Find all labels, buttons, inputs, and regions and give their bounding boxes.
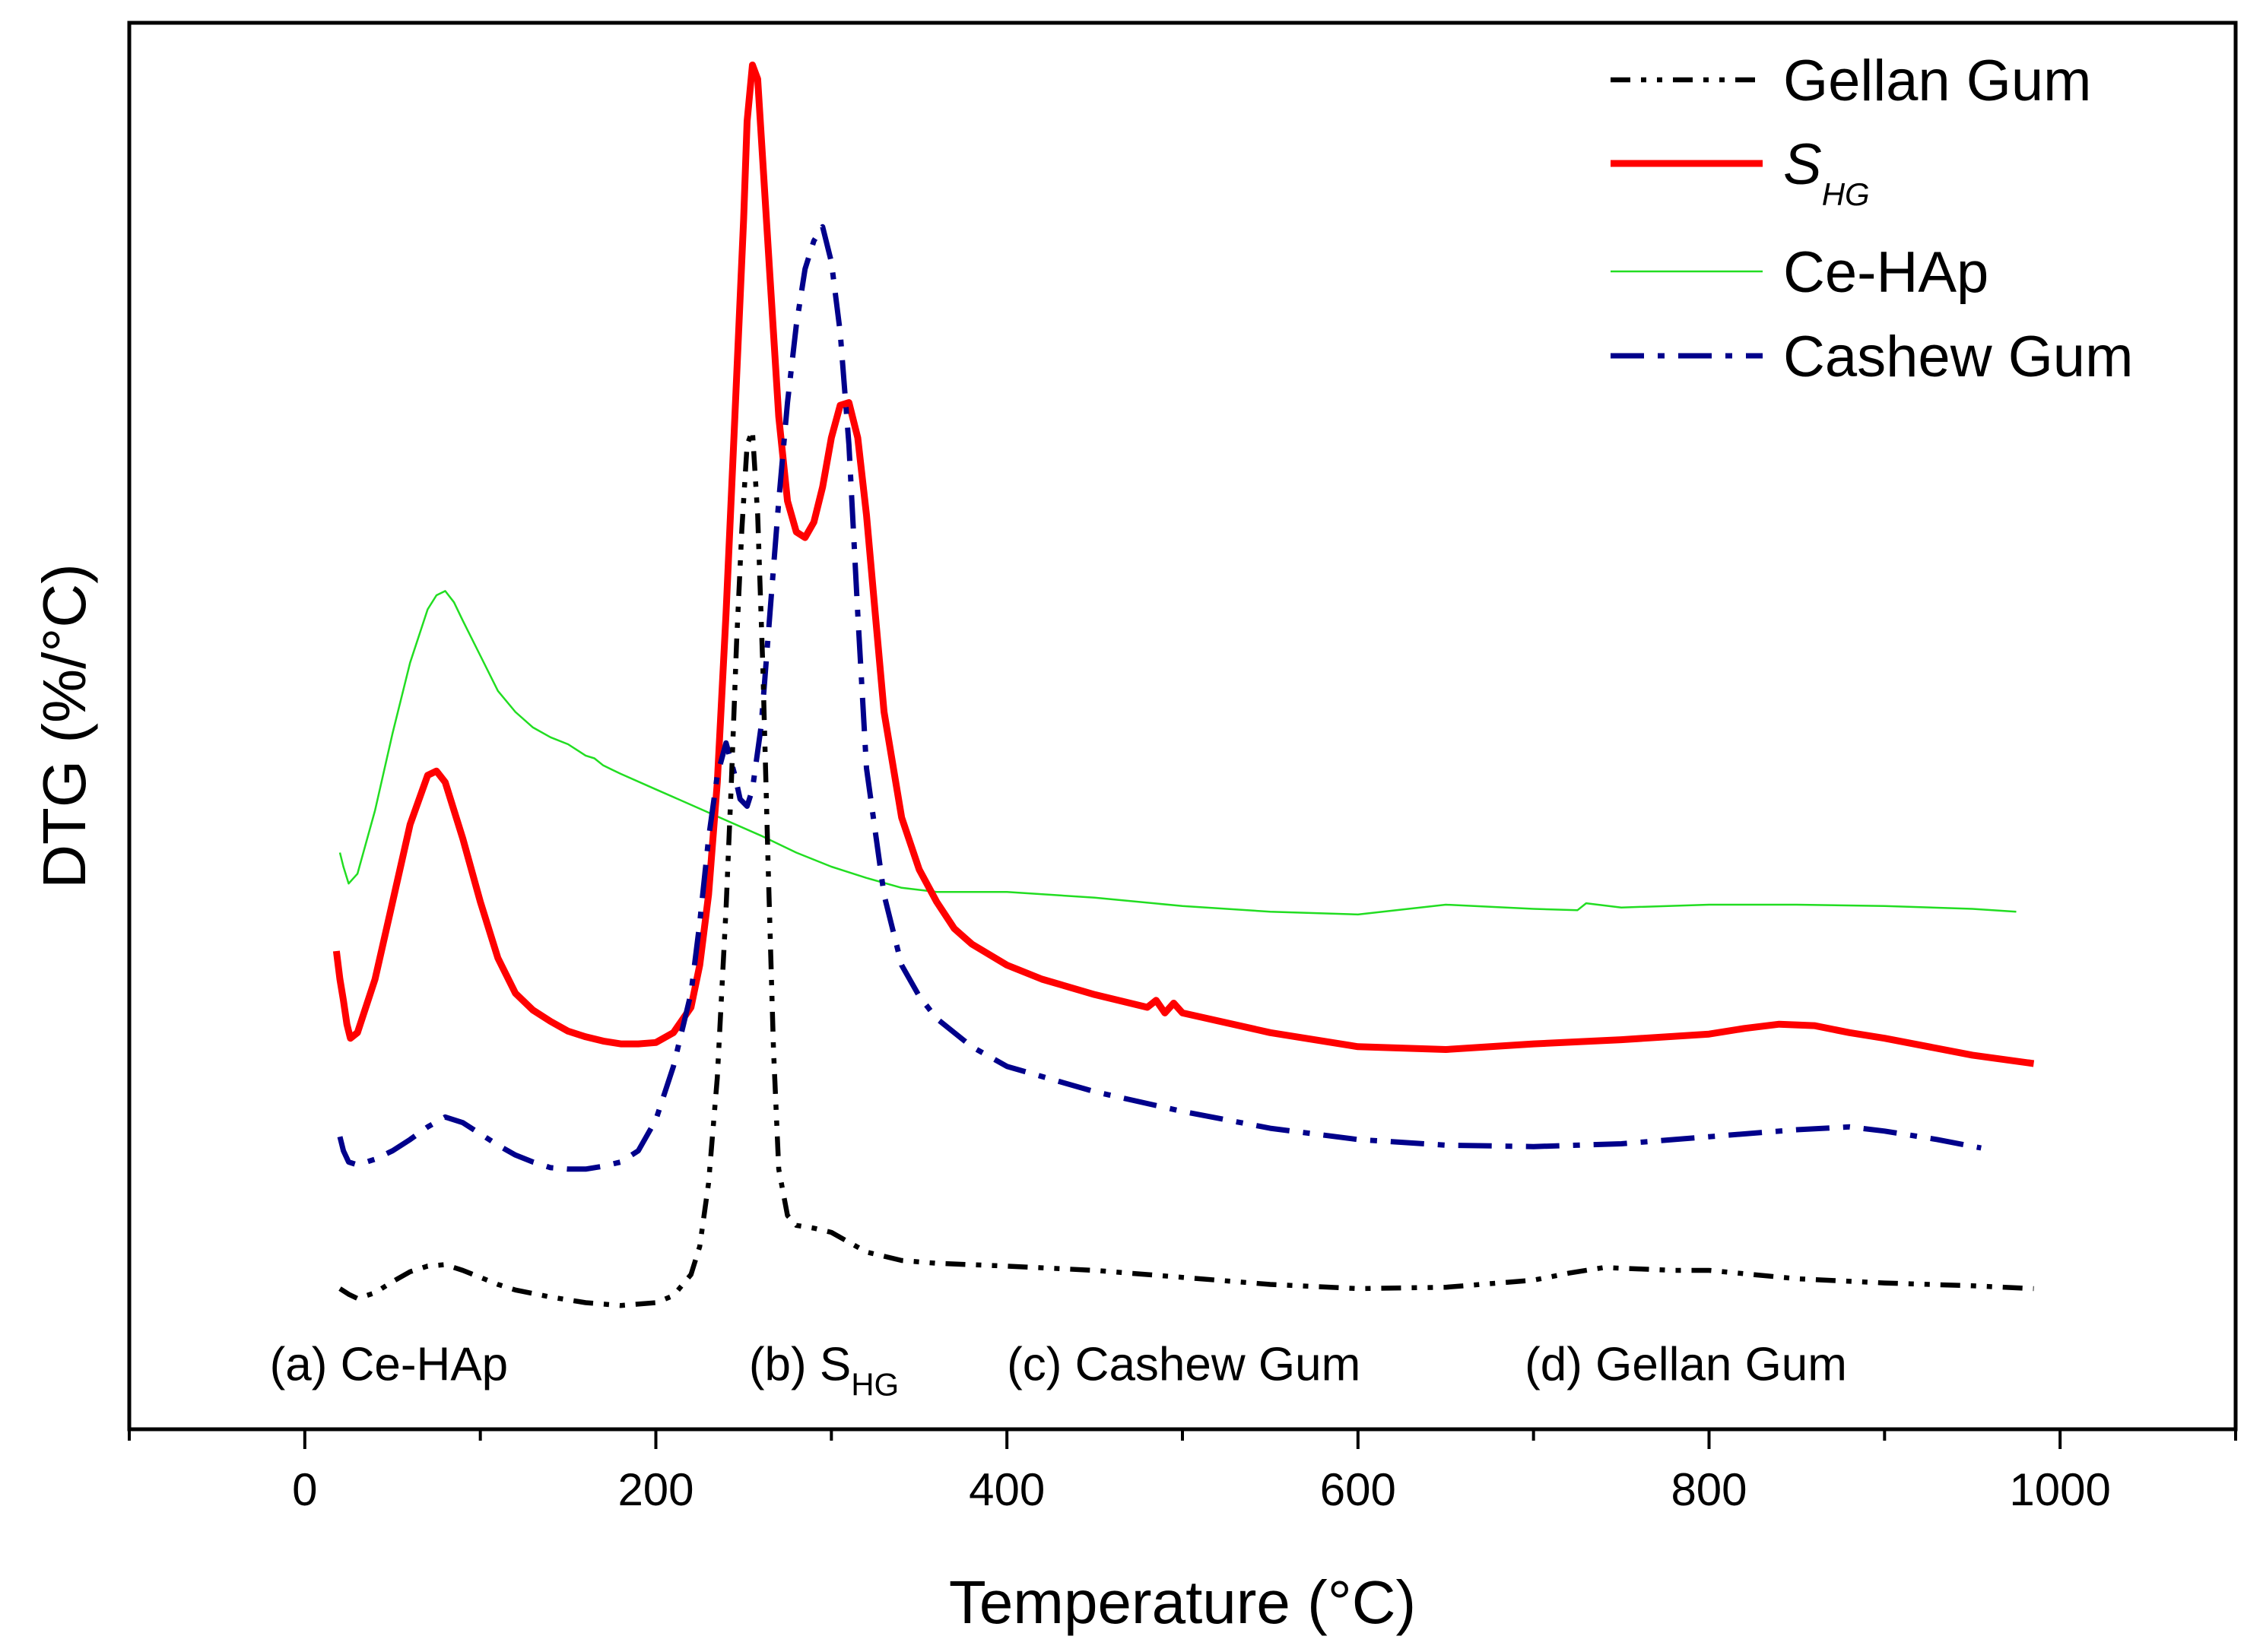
x-tick-label-0: 0 [292,1464,317,1515]
y-axis-title: DTG (%/°C) [30,563,98,889]
x-axis-tick-labels: 0 200 400 600 800 1000 [292,1464,2111,1515]
series-gellan-line [338,428,2034,1308]
x-tick-label-800: 800 [1671,1464,1747,1515]
x-axis-title: Temperature (°C) [949,1568,1416,1636]
x-tick-label-1000: 1000 [2009,1464,2110,1515]
series-layer [332,62,2035,1308]
x-tick-label-600: 600 [1320,1464,1396,1515]
annotation-0: (a) Ce-HAp [270,1338,509,1390]
series-shg-line [332,62,2035,1067]
series-cehap-line [338,590,2017,916]
bottom-annotations: (a) Ce-HAp (b) SHG (c) Cashew Gum (d) Gella… [270,1338,1847,1402]
plot-area-frame [127,21,2238,1432]
x-tick-label-200: 200 [617,1464,694,1515]
legend-label-shg: SHG [1783,132,1870,212]
annotation-3: (d) Gellan Gum [1525,1338,1847,1390]
series-cashew-line [337,224,1982,1172]
x-tick-label-400: 400 [969,1464,1045,1515]
legend-label-gellan: Gellan Gum [1783,49,2092,113]
x-axis-ticks [128,1429,2237,1449]
legend: Gellan Gum SHG Ce-HAp Cashew Gum [1611,49,2133,389]
legend-label-cashew: Cashew Gum [1783,325,2133,389]
legend-label-cehap: Ce-HAp [1783,240,1988,305]
annotation-2: (c) Cashew Gum [1007,1338,1360,1390]
annotation-1: (b) SHG [749,1338,899,1402]
